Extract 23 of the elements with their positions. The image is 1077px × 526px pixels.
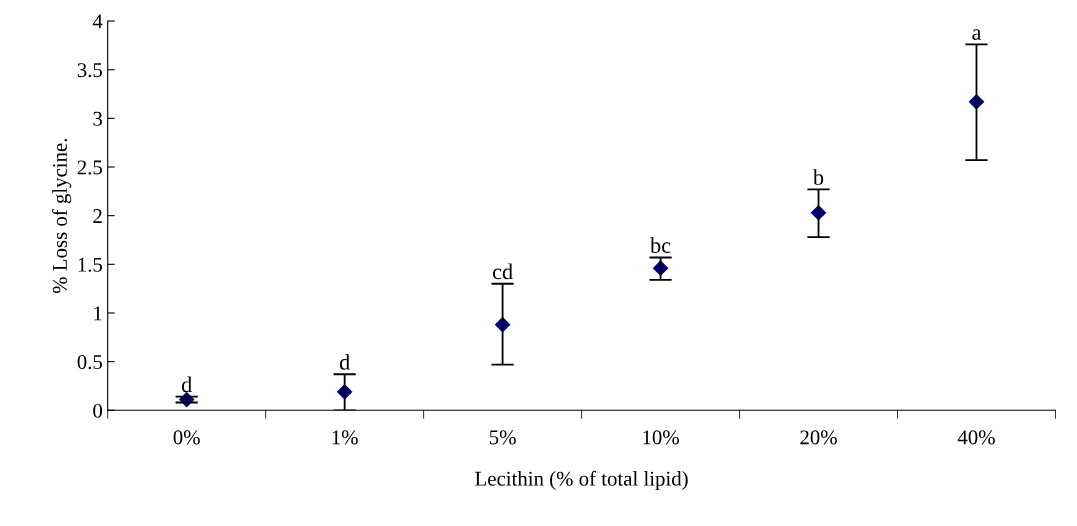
y-tick-label: 1 [94, 306, 102, 321]
annotation: b [812, 169, 824, 185]
x-tick-label: 10% [643, 430, 679, 445]
y-axis-title: % Loss of glycine. [52, 138, 72, 294]
y-tick-label: 4 [92, 14, 103, 29]
annotation: bc [650, 237, 671, 253]
annotation: a [972, 29, 982, 40]
x-tick-label: 40% [957, 430, 995, 445]
y-tick-label: 2.5 [77, 160, 103, 175]
x-tick-label: 0% [173, 430, 200, 445]
y-tick-label: 1.5 [78, 257, 103, 272]
x-tick-label: 20% [800, 430, 837, 445]
y-tick-label: 3 [93, 111, 103, 126]
annotation: cd [492, 263, 513, 280]
annotation: d [339, 354, 350, 370]
x-tick-label: 5% [489, 430, 516, 445]
y-tick-label: 0.5 [77, 355, 103, 370]
y-tick-label: 0 [93, 403, 103, 418]
y-tick-label: 2 [93, 209, 102, 223]
annotation: d [181, 376, 192, 393]
y-tick-label: 3.5 [77, 63, 103, 78]
x-axis-title: Lecithin (% of total lipid) [475, 470, 688, 490]
x-tick-label: 1% [332, 430, 358, 445]
